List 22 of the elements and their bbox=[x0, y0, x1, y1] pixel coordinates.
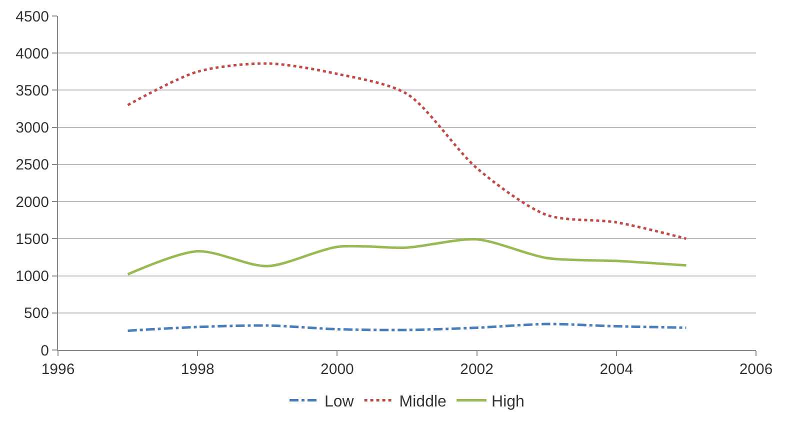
y-tick-label: 4000 bbox=[16, 45, 49, 62]
legend-label: Middle bbox=[399, 394, 447, 411]
line-series bbox=[126, 322, 688, 332]
y-tick-label: 1500 bbox=[16, 230, 49, 248]
y-tick-label: 2000 bbox=[16, 194, 49, 211]
y-tick-label: 0 bbox=[40, 342, 49, 360]
y-tick-label: 3000 bbox=[16, 120, 49, 137]
y-tick-label: 1000 bbox=[16, 268, 49, 286]
y-tick-label: 2500 bbox=[16, 156, 49, 174]
y-tick-label: 4500 bbox=[16, 8, 49, 26]
y-tick-label: 3500 bbox=[16, 82, 49, 100]
x-tick-label: 2000 bbox=[320, 361, 354, 378]
x-tick-label: 2006 bbox=[739, 361, 773, 378]
x-tick-label: 2002 bbox=[460, 361, 494, 378]
line-series bbox=[126, 238, 688, 276]
y-tick-label: 500 bbox=[24, 305, 49, 322]
legend-label: Low bbox=[324, 394, 354, 411]
x-tick-label: 1998 bbox=[180, 361, 214, 378]
line-series bbox=[126, 62, 688, 240]
x-tick-label: 2004 bbox=[600, 361, 634, 378]
legend-label: High bbox=[492, 394, 524, 411]
x-tick-label: 1996 bbox=[41, 361, 75, 378]
